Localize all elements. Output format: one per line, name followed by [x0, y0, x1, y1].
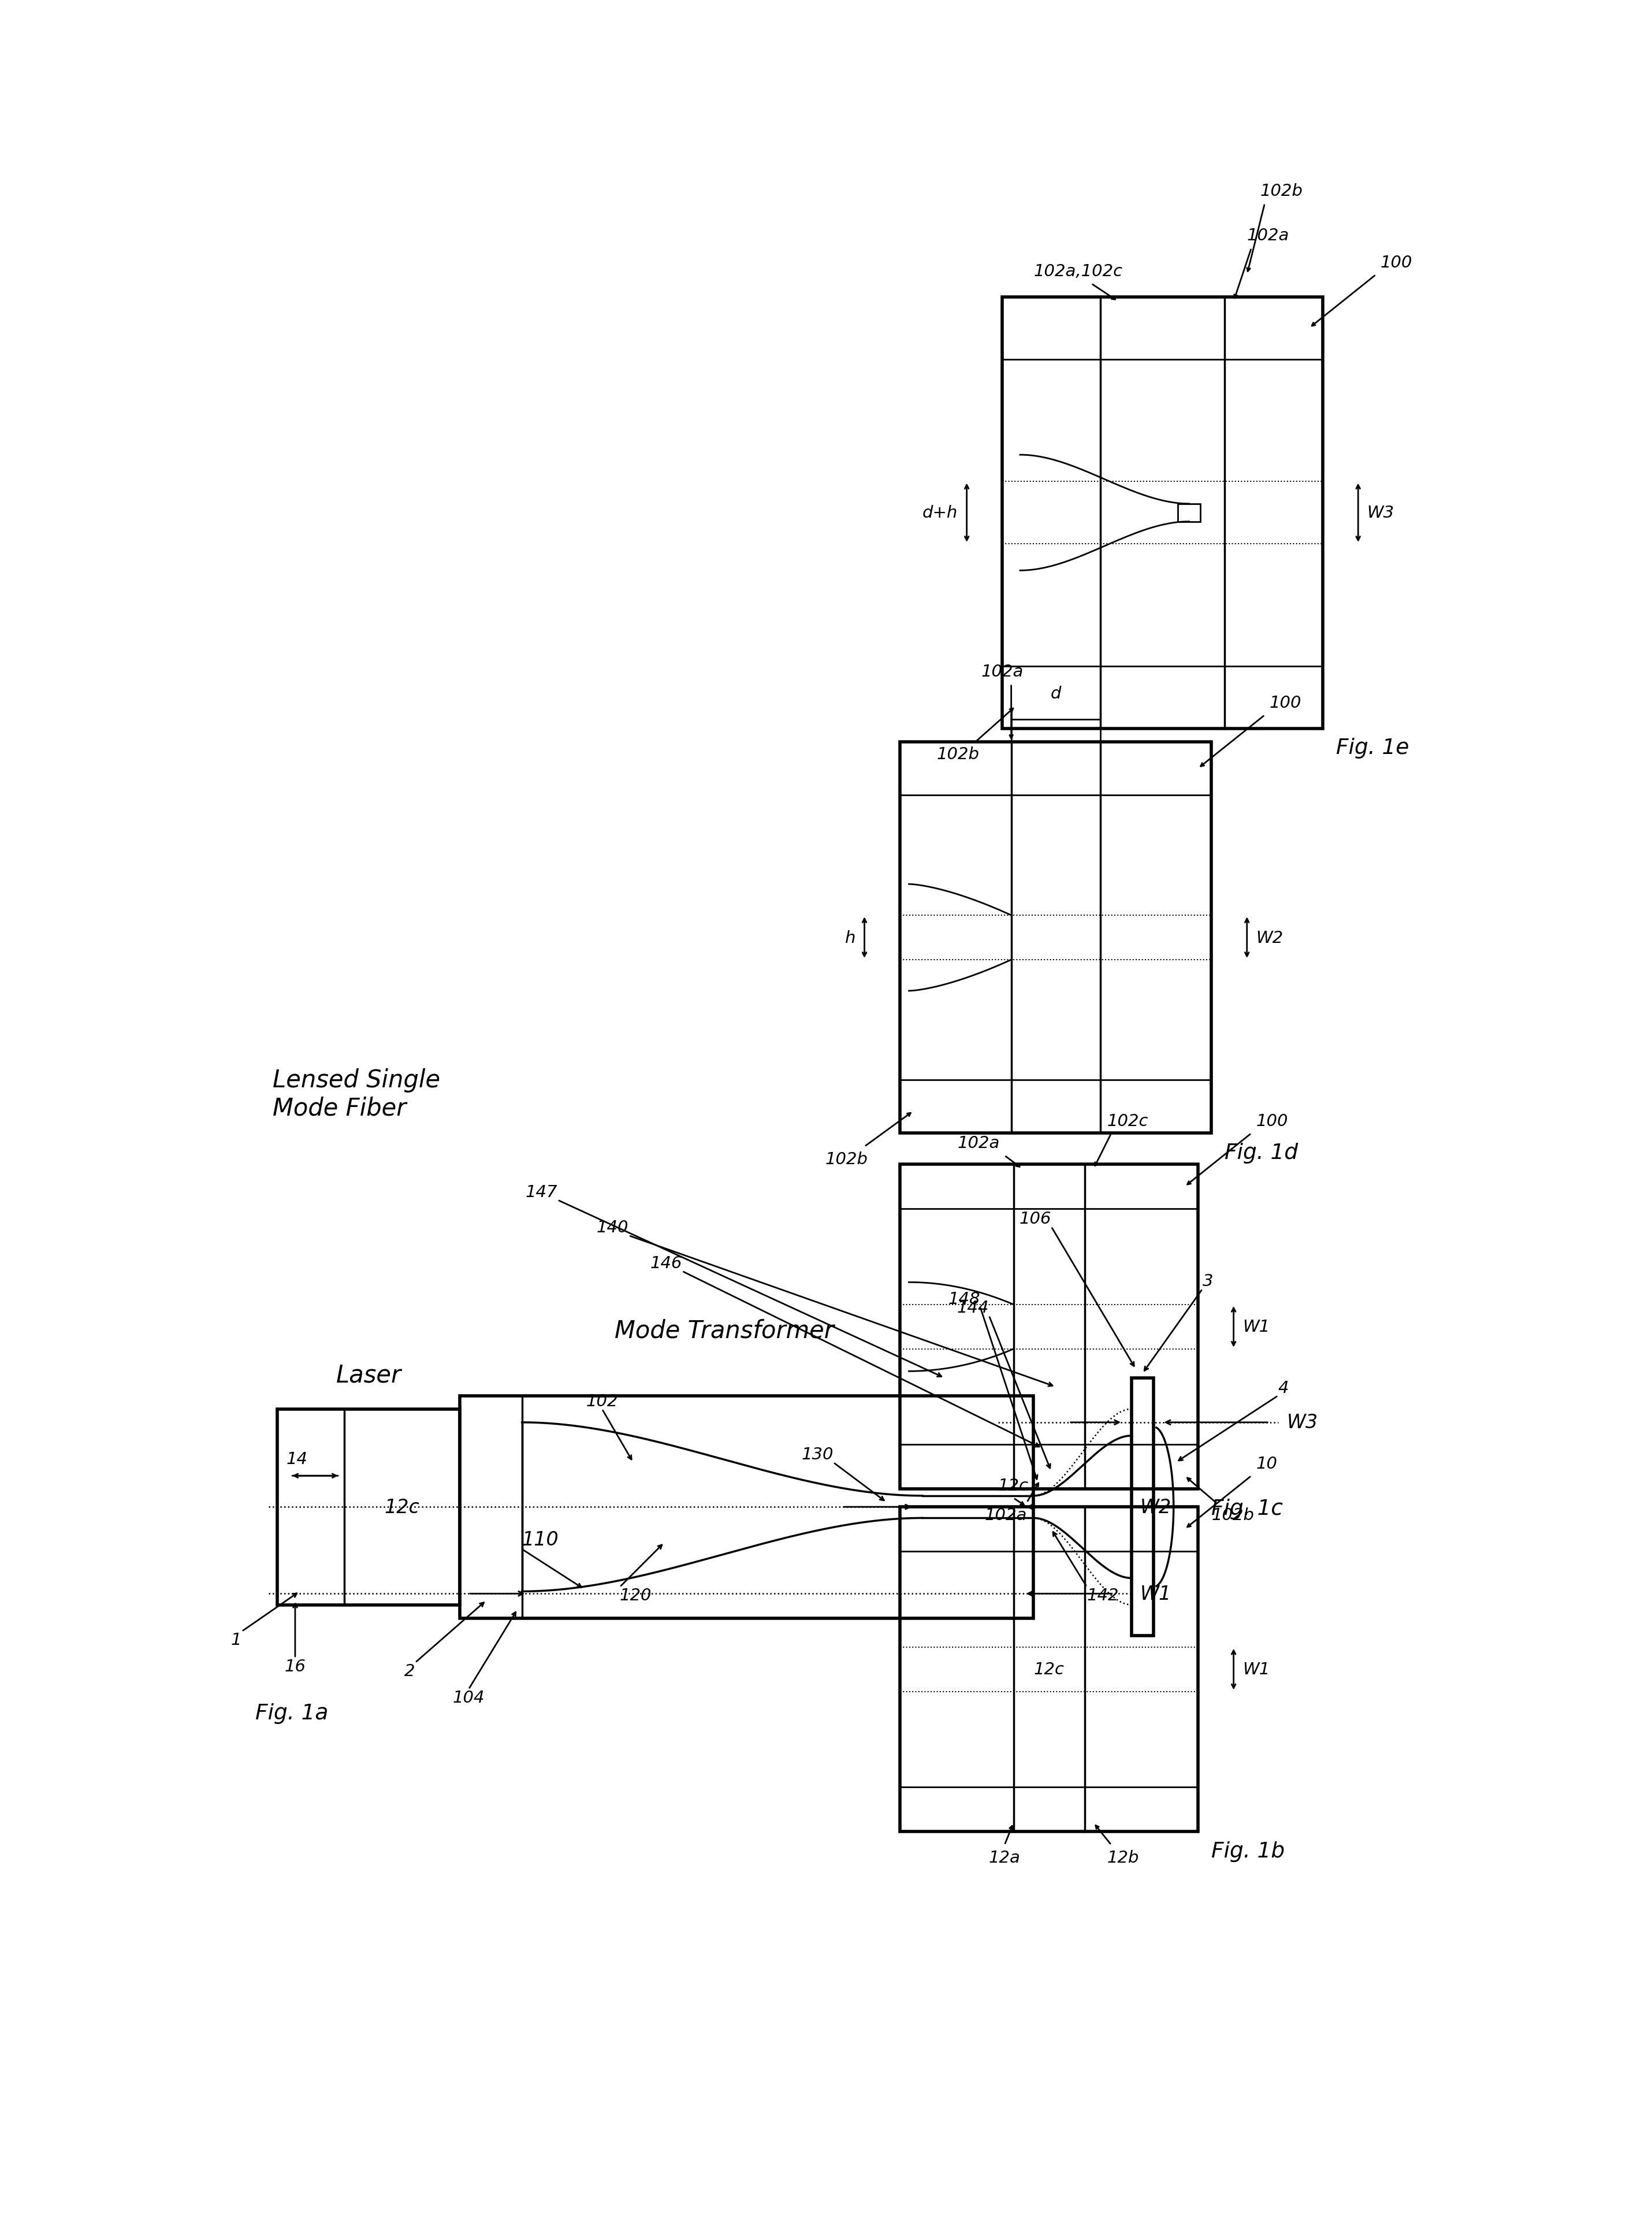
Text: 1: 1 — [231, 1632, 241, 1648]
Text: 104: 104 — [453, 1690, 484, 1706]
Text: W3: W3 — [1368, 505, 1394, 520]
Text: 102b: 102b — [1260, 183, 1303, 199]
Text: 12b: 12b — [1107, 1849, 1138, 1865]
Text: 100: 100 — [1256, 1112, 1289, 1130]
Text: 142: 142 — [1087, 1588, 1118, 1603]
Text: Laser: Laser — [335, 1362, 401, 1387]
Text: Fig. 1e: Fig. 1e — [1336, 737, 1409, 759]
Bar — [900, 1166, 1198, 1489]
Text: Lensed Single
Mode Fiber: Lensed Single Mode Fiber — [273, 1067, 441, 1121]
Text: 102a: 102a — [958, 1134, 999, 1152]
Text: 147: 147 — [525, 1183, 558, 1199]
Bar — [1178, 505, 1201, 523]
Text: 12c: 12c — [998, 1478, 1029, 1494]
Text: d: d — [1051, 686, 1061, 701]
Text: 102b: 102b — [826, 1152, 867, 1168]
Text: Fig. 1a: Fig. 1a — [254, 1704, 329, 1724]
Text: 16: 16 — [284, 1659, 306, 1675]
Bar — [278, 1409, 459, 1606]
Text: 106: 106 — [1019, 1210, 1051, 1226]
Text: 102a: 102a — [1247, 228, 1289, 243]
Text: 12c: 12c — [1034, 1661, 1064, 1677]
Text: 102: 102 — [586, 1393, 618, 1409]
Bar — [459, 1396, 1034, 1619]
Text: 102a: 102a — [985, 1507, 1028, 1523]
Text: 10: 10 — [1256, 1456, 1277, 1472]
Text: 100: 100 — [1269, 694, 1302, 710]
Text: Fig. 1b: Fig. 1b — [1211, 1840, 1285, 1862]
Text: Fig. 1d: Fig. 1d — [1224, 1143, 1298, 1163]
Text: 146: 146 — [649, 1255, 682, 1271]
Text: 102b: 102b — [937, 746, 980, 764]
Text: 3: 3 — [1203, 1273, 1213, 1288]
Bar — [900, 1507, 1198, 1831]
Text: 12a: 12a — [988, 1849, 1021, 1865]
Text: 12c: 12c — [385, 1498, 420, 1516]
Text: h: h — [844, 929, 856, 947]
Text: 102a,102c: 102a,102c — [1034, 263, 1122, 279]
Text: 2: 2 — [405, 1664, 415, 1679]
Text: d+h: d+h — [922, 505, 958, 520]
Text: 102b: 102b — [1211, 1507, 1254, 1523]
Text: 4: 4 — [1279, 1380, 1289, 1396]
Text: W1: W1 — [1140, 1583, 1171, 1603]
Text: W1: W1 — [1242, 1661, 1270, 1677]
Bar — [1003, 297, 1323, 728]
Text: 102c: 102c — [1107, 1112, 1148, 1130]
Text: W2: W2 — [1256, 929, 1284, 947]
Text: 100: 100 — [1381, 255, 1412, 270]
Bar — [1132, 1378, 1153, 1637]
Text: 110: 110 — [522, 1530, 558, 1550]
Text: W2: W2 — [1140, 1498, 1171, 1516]
Text: 130: 130 — [801, 1447, 833, 1463]
Text: W3: W3 — [1287, 1413, 1318, 1431]
Text: Fig. 1c: Fig. 1c — [1211, 1498, 1284, 1518]
Text: W1: W1 — [1242, 1320, 1270, 1335]
Text: 144: 144 — [957, 1300, 990, 1315]
Text: 14: 14 — [286, 1451, 307, 1467]
Text: Mode Transformer: Mode Transformer — [615, 1317, 834, 1342]
Text: 102a: 102a — [981, 663, 1024, 679]
Text: 140: 140 — [596, 1219, 629, 1235]
Text: 148: 148 — [948, 1291, 980, 1306]
Bar — [900, 741, 1211, 1134]
Text: 120: 120 — [620, 1588, 653, 1603]
